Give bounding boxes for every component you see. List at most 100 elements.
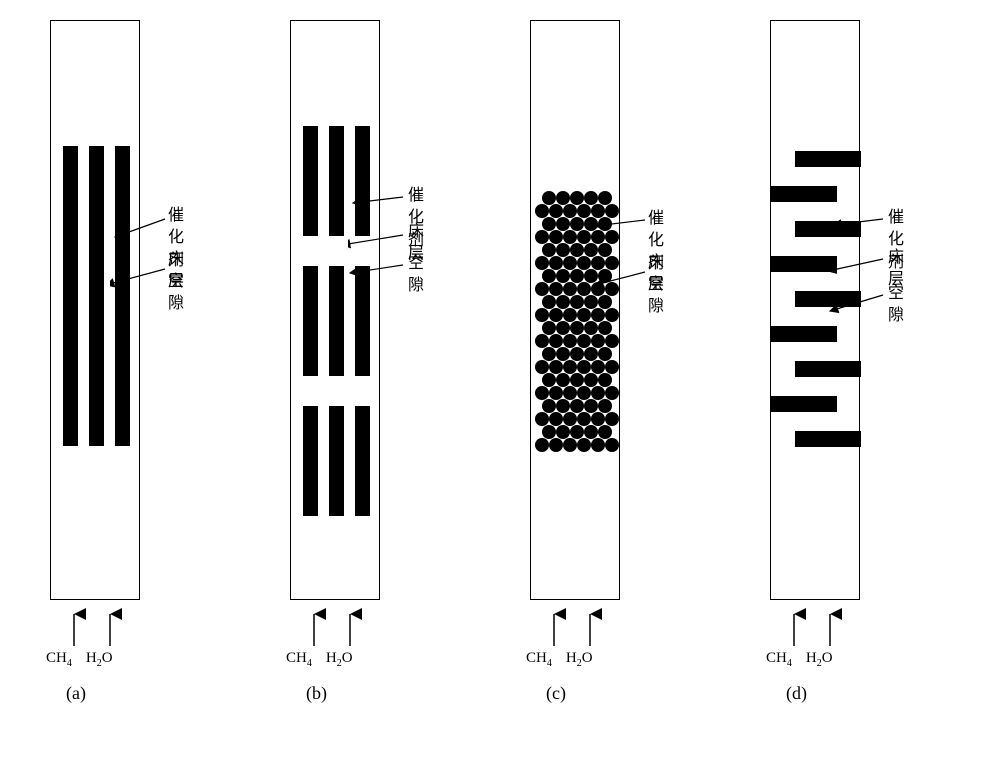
catalyst-sphere [535,230,549,244]
catalyst-bar [89,146,104,446]
catalyst-sphere [556,373,570,387]
label-h2o: H2O [326,650,353,669]
inlet-labels-d: CH4 H2O [766,650,970,669]
catalyst-sphere [556,347,570,361]
catalyst-sphere [577,360,591,374]
catalyst-sphere [563,360,577,374]
catalyst-sphere [570,399,584,413]
catalyst-sphere [549,438,563,452]
catalyst-sphere [556,191,570,205]
catalyst-sphere [535,256,549,270]
catalyst-sphere [591,334,605,348]
catalyst-sphere [549,412,563,426]
catalyst-sphere [542,425,556,439]
catalyst-sphere [605,386,619,400]
catalyst-bar [303,126,318,236]
label-h2o: H2O [86,650,113,669]
catalyst-sphere [577,412,591,426]
panel-a: 催化剂 床层 空隙 CH4 H2O (a) [30,20,250,704]
inlet-labels-b: CH4 H2O [286,650,490,669]
catalyst-bar [329,126,344,236]
panel-b: 催化剂 床层 空隙 CH4 H2O (b) [270,20,490,704]
catalyst-sphere [577,256,591,270]
label-void-l2: 空隙 [408,253,424,298]
catalyst-sphere [549,360,563,374]
catalyst-sphere [535,386,549,400]
inlet-arrows-c [520,608,730,648]
inlet-arrows-a [40,608,250,648]
catalyst-bar [329,406,344,516]
catalyst-sphere [584,373,598,387]
catalyst-sphere [563,438,577,452]
catalyst-sphere [584,399,598,413]
catalyst-sphere [563,230,577,244]
catalyst-baffle [771,396,837,412]
catalyst-sphere [577,438,591,452]
catalyst-bar [303,406,318,516]
inlet-labels-c: CH4 H2O [526,650,730,669]
label-void-l2: 空隙 [888,283,904,328]
catalyst-sphere [556,399,570,413]
catalyst-sphere [577,204,591,218]
catalyst-sphere [570,425,584,439]
catalyst-sphere [591,386,605,400]
catalyst-sphere [598,399,612,413]
catalyst-sphere [549,256,563,270]
catalyst-sphere [605,412,619,426]
catalyst-sphere [556,295,570,309]
catalyst-sphere [563,256,577,270]
catalyst-sphere [577,308,591,322]
catalyst-sphere [563,308,577,322]
catalyst-sphere [570,243,584,257]
figure-root: 催化剂 床层 空隙 CH4 H2O (a) [20,20,980,704]
panel-d: 催化剂 床层 空隙 CH4 H2O (d) [750,20,970,704]
catalyst-sphere [542,321,556,335]
catalyst-sphere [577,282,591,296]
catalyst-sphere [542,217,556,231]
catalyst-sphere [605,334,619,348]
inlet-labels-a: CH4 H2O [46,650,250,669]
catalyst-sphere [591,360,605,374]
catalyst-bar [303,266,318,376]
catalyst-sphere [598,347,612,361]
catalyst-sphere [549,282,563,296]
catalyst-sphere [556,321,570,335]
catalyst-sphere [542,243,556,257]
catalyst-bar [329,266,344,376]
label-ch4: CH4 [766,650,792,669]
catalyst-sphere [570,295,584,309]
catalyst-sphere [584,425,598,439]
catalyst-sphere [535,438,549,452]
catalyst-sphere [563,386,577,400]
catalyst-sphere [542,373,556,387]
catalyst-sphere [577,334,591,348]
catalyst-sphere [542,347,556,361]
catalyst-sphere [535,334,549,348]
catalyst-sphere [598,425,612,439]
label-ch4: CH4 [526,650,552,669]
catalyst-sphere [556,269,570,283]
catalyst-sphere [549,308,563,322]
catalyst-sphere [570,321,584,335]
catalyst-sphere [542,295,556,309]
catalyst-sphere [549,230,563,244]
catalyst-sphere [577,386,591,400]
catalyst-baffle [795,151,861,167]
catalyst-sphere [563,282,577,296]
catalyst-sphere [535,308,549,322]
catalyst-sphere [591,412,605,426]
catalyst-sphere [549,334,563,348]
inlet-arrows-d [760,608,970,648]
catalyst-sphere [542,269,556,283]
catalyst-sphere [570,191,584,205]
catalyst-sphere [570,373,584,387]
catalyst-sphere [577,230,591,244]
label-void-l2: 空隙 [168,271,184,316]
catalyst-sphere [605,360,619,374]
panel-letter-c: (c) [546,683,730,704]
catalyst-sphere [535,412,549,426]
catalyst-bar [355,406,370,516]
catalyst-sphere [570,217,584,231]
catalyst-sphere [563,412,577,426]
catalyst-sphere [591,438,605,452]
